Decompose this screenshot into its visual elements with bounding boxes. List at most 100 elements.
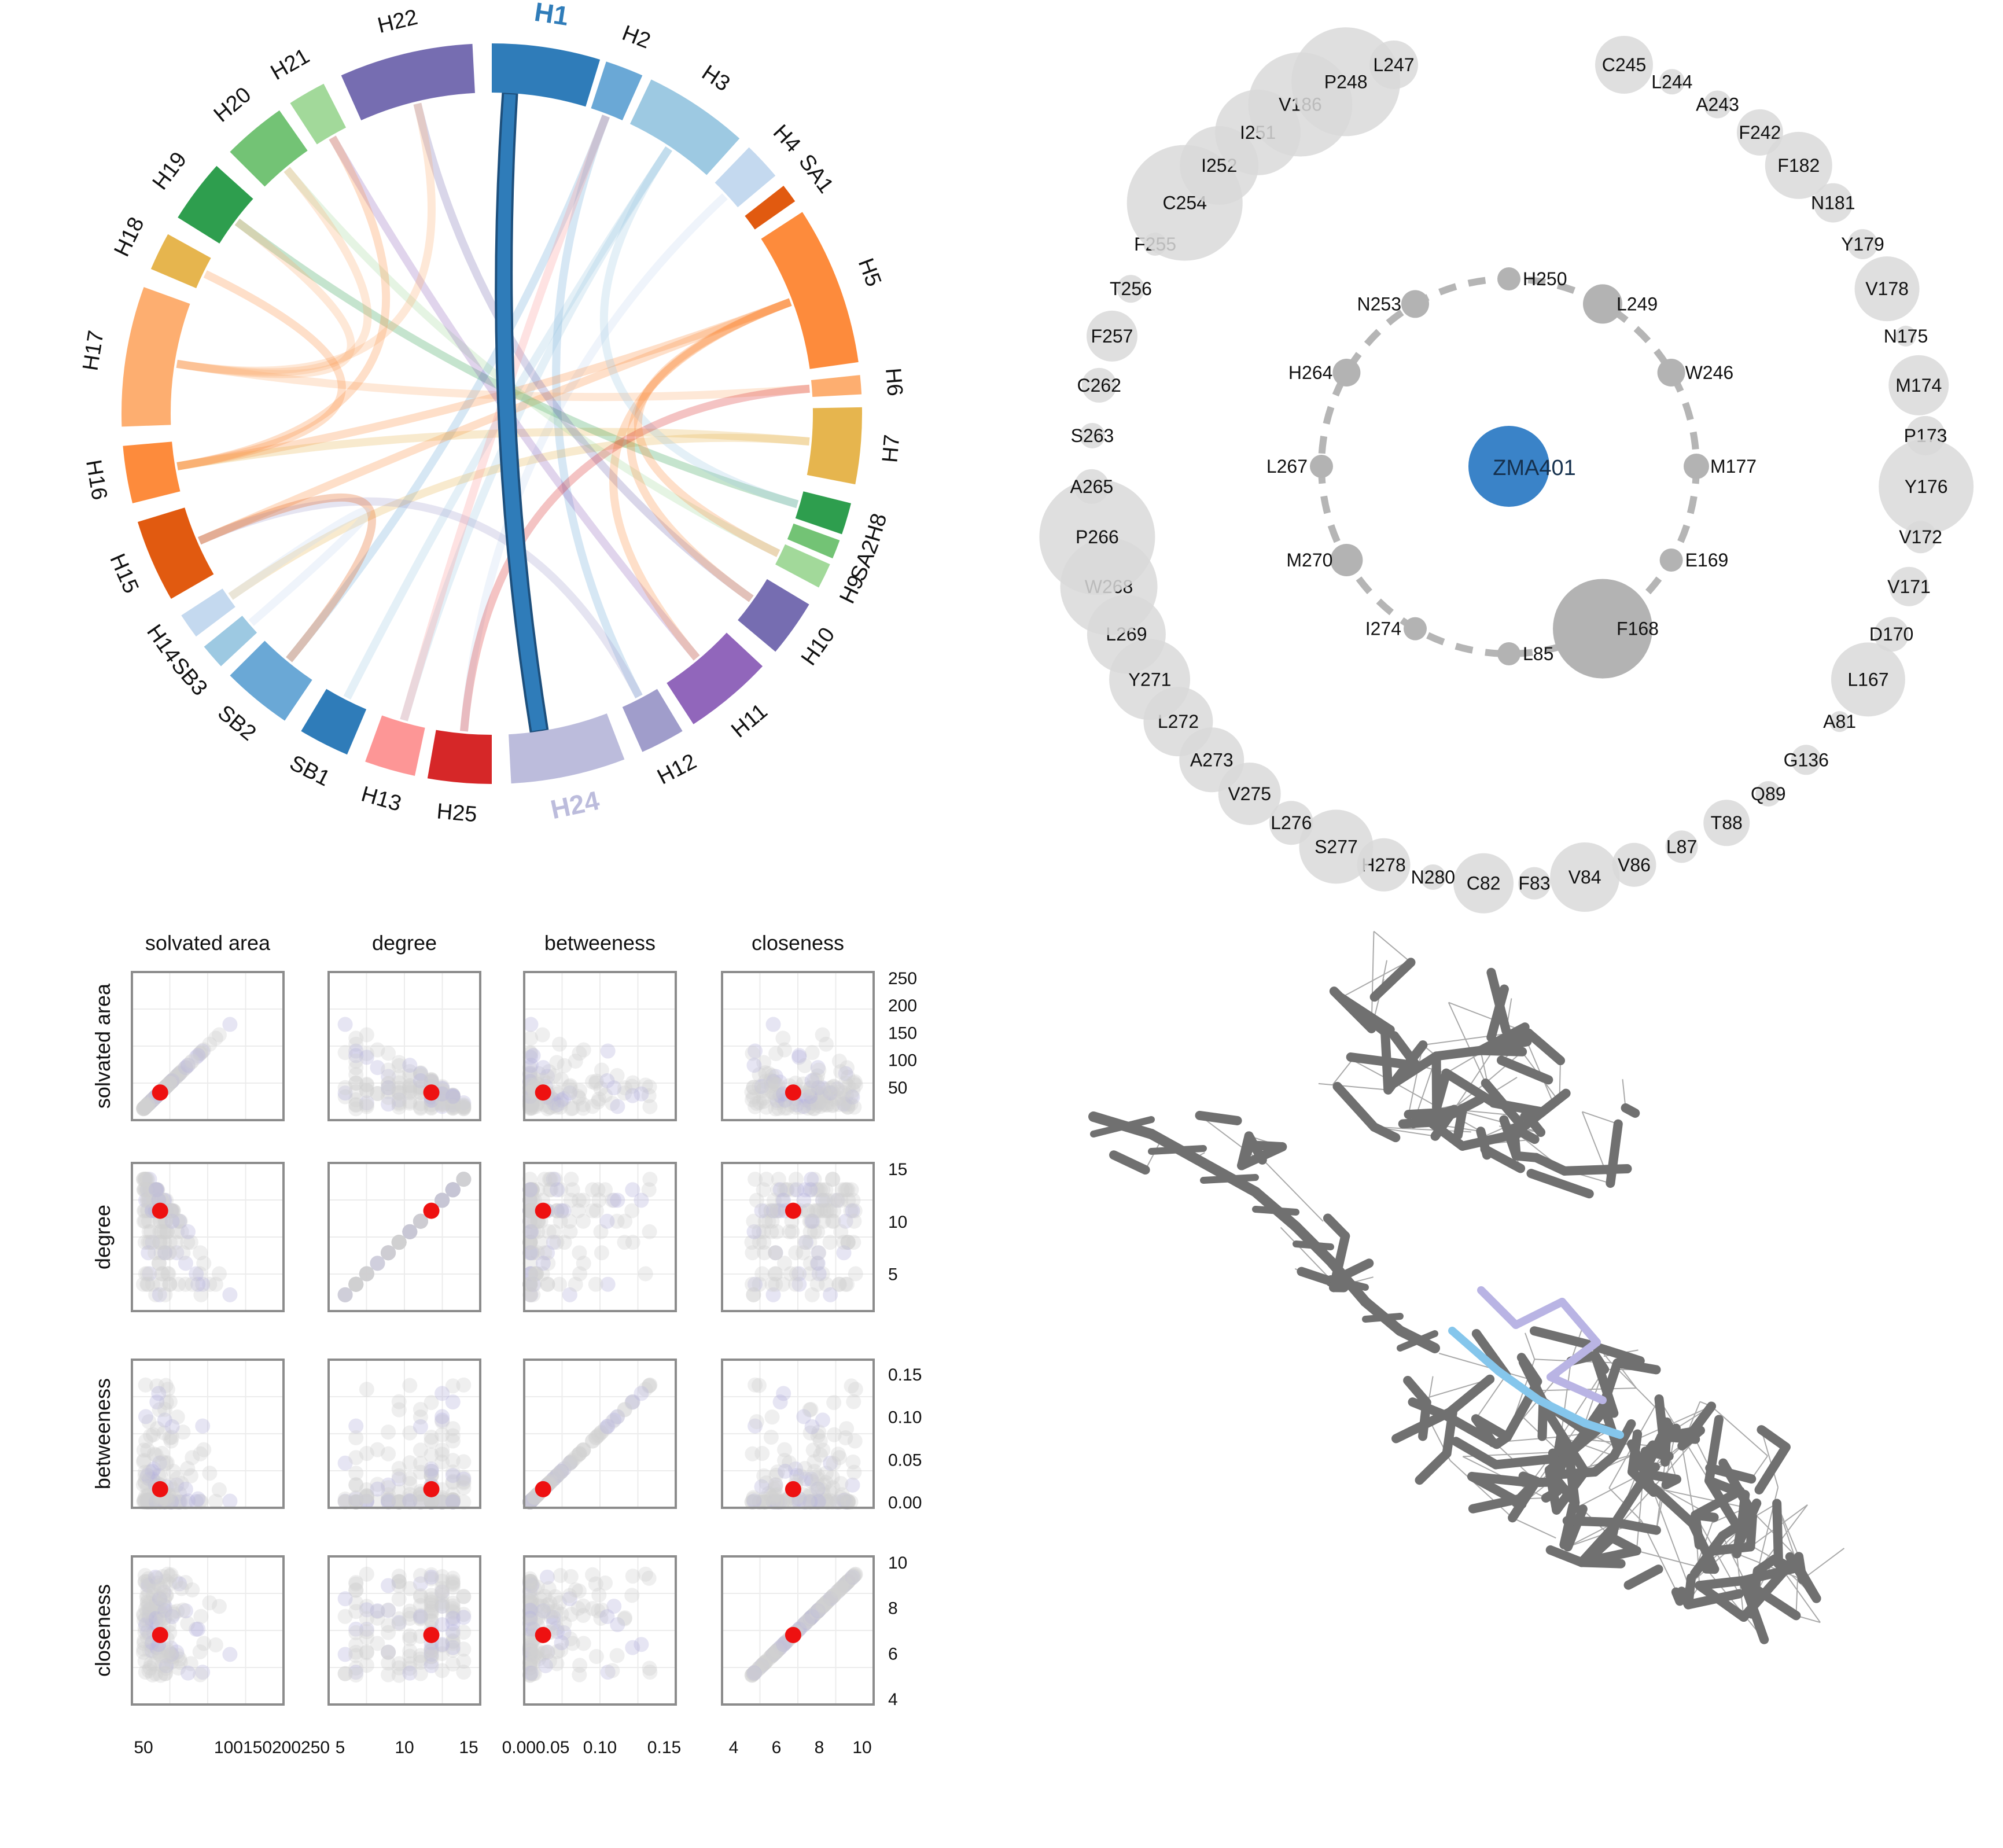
residue-node-p266: [1039, 479, 1155, 595]
highlight-point: [535, 1084, 551, 1101]
scatter-point: [141, 1096, 157, 1111]
residue-node-v171: [1889, 566, 1929, 606]
scatter-point: [445, 1091, 461, 1106]
scatter-point: [575, 1192, 591, 1208]
scatter-point: [152, 1235, 167, 1250]
residue-label-t256: T256: [1110, 278, 1152, 299]
residue-node-n280: [1420, 864, 1446, 890]
scatter-point: [456, 1101, 472, 1117]
scatter-point: [522, 1276, 537, 1292]
scatter-point: [768, 1245, 783, 1261]
scatter-point: [807, 1224, 822, 1239]
scatter-point: [522, 1203, 538, 1218]
scatter-point: [617, 1080, 633, 1096]
scatter-point: [445, 1394, 461, 1410]
scatter-point: [588, 1073, 604, 1089]
pair-panel-solvated-area-vs-solvated-area: [131, 971, 285, 1121]
scatter-point: [413, 1213, 428, 1229]
scatter-point: [543, 1172, 559, 1187]
residue-node-l87: [1665, 830, 1698, 863]
scatter-point: [142, 1172, 157, 1187]
chord-link: [197, 493, 377, 662]
scatter-point: [531, 1066, 546, 1081]
scatter-point: [381, 1084, 396, 1099]
scatter-point: [445, 1494, 461, 1510]
scatter-point: [554, 1203, 569, 1218]
scatter-point: [810, 1094, 826, 1110]
highlight-point: [152, 1084, 168, 1101]
scatter-point: [523, 1203, 539, 1218]
residue-label-l276: L276: [1271, 812, 1312, 833]
scatter-point: [445, 1094, 461, 1110]
scatter-point: [815, 1027, 830, 1043]
scatter-point: [445, 1089, 461, 1105]
sector-h10: [738, 579, 809, 652]
scatter-point: [348, 1084, 364, 1100]
scatter-point: [752, 1276, 767, 1292]
scatter-point: [528, 1099, 544, 1114]
scatter-point: [164, 1203, 179, 1218]
scatter-point: [563, 1083, 579, 1098]
scatter-point: [359, 1266, 374, 1282]
scatter-point: [638, 1266, 653, 1282]
sector-h25: [427, 730, 492, 784]
scatter-point: [445, 1089, 461, 1105]
scatter-point: [525, 1095, 540, 1111]
scatter-point: [522, 1192, 538, 1208]
scatter-point: [145, 1276, 160, 1292]
scatter-point: [413, 1067, 428, 1083]
scatter-point: [834, 1091, 850, 1106]
scatter-point: [456, 1454, 472, 1470]
mesh-edge-thick: [1695, 1575, 1748, 1591]
scatter-point: [142, 1095, 157, 1111]
scatter-point: [824, 1098, 840, 1113]
scatter-point: [788, 1099, 804, 1115]
inner-label-h250: H250: [1523, 268, 1567, 289]
scatter-point: [537, 1245, 553, 1261]
right-tick-degree: 5: [888, 1265, 898, 1284]
scatter-point: [402, 1078, 418, 1094]
scatter-point: [381, 1245, 396, 1261]
scatter-point: [424, 1494, 439, 1510]
scatter-point: [813, 1203, 829, 1218]
scatter-point: [522, 1096, 538, 1112]
scatter-point: [542, 1182, 558, 1198]
scatter-point: [524, 1097, 539, 1113]
scatter-point: [571, 1192, 587, 1208]
chord-link: [176, 102, 436, 375]
scatter-point: [348, 1276, 364, 1292]
scatter-point: [818, 1036, 834, 1052]
inner-node-f168: [1553, 579, 1652, 679]
scatter-point: [535, 1266, 550, 1282]
highlight-point: [785, 1202, 801, 1219]
scatter-point: [424, 1494, 439, 1510]
scatter-point: [189, 1050, 204, 1065]
pair-panel-betweeness-vs-solvated-area: [131, 1359, 285, 1510]
scatter-point: [180, 1460, 196, 1476]
chord-sectors: [121, 43, 862, 784]
residue-label-l87: L87: [1666, 836, 1697, 857]
scatter-point: [445, 1182, 461, 1198]
scatter-point: [370, 1494, 385, 1510]
bottom-tick-closeness: 6: [772, 1738, 782, 1757]
scatter-point: [522, 1235, 538, 1250]
scatter-point: [570, 1089, 586, 1105]
row-label-closeness: closeness: [91, 1584, 115, 1677]
inner-node-i274: [1404, 617, 1427, 640]
scatter-point: [846, 1235, 861, 1250]
scatter-point: [178, 1060, 193, 1076]
scatter-point: [413, 1213, 428, 1229]
scatter-point: [522, 1213, 538, 1229]
scatter-point: [435, 1192, 450, 1208]
scatter-point: [165, 1464, 181, 1479]
panel-border: [721, 971, 875, 1121]
scatter-point: [152, 1494, 168, 1510]
scatter-point: [148, 1287, 164, 1302]
inner-node-e169: [1659, 548, 1683, 572]
scatter-point: [522, 1086, 538, 1102]
mesh-edge-thin: [1144, 1141, 1161, 1170]
scatter-point: [435, 1192, 450, 1208]
row-label-degree: degree: [91, 1205, 115, 1269]
scatter-point: [550, 1097, 565, 1113]
scatter-point: [625, 1182, 640, 1198]
